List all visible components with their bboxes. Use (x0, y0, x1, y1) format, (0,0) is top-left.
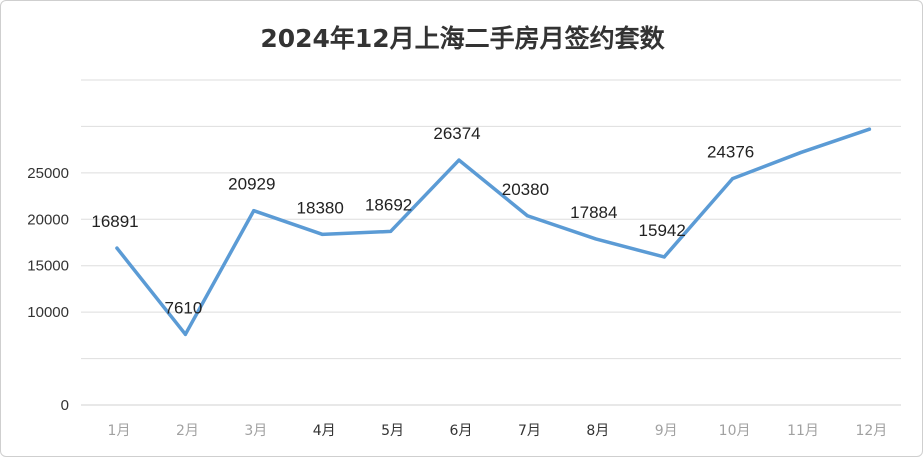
data-point (320, 232, 324, 236)
data-label: 20929 (228, 175, 275, 194)
y-tick-label: 10000 (27, 304, 69, 321)
data-label: 15942 (639, 221, 686, 240)
y-tick-label: 0 (61, 397, 69, 414)
data-point (183, 332, 187, 336)
data-point (252, 209, 256, 213)
data-label: 20380 (502, 180, 549, 199)
data-point (662, 255, 666, 259)
x-tick-label: 5月 (381, 423, 404, 439)
data-point (525, 214, 530, 218)
x-axis-ticks: 1月 2月 3月 4月 5月 6月 7月 8月 9月 10月 11月 12月 (108, 423, 888, 439)
x-tick-label: 4月 (313, 423, 336, 439)
data-label: 7610 (164, 298, 202, 317)
x-tick-label: 8月 (586, 423, 609, 439)
data-label: 18380 (297, 198, 344, 217)
data-label: 18692 (365, 195, 412, 214)
data-labels: 16891 7610 20929 18380 18692 26374 20380 17884 1… (91, 124, 754, 317)
x-tick-label: 11月 (787, 423, 819, 439)
data-label: 26374 (433, 124, 480, 143)
grid-lines (81, 79, 901, 406)
data-point (457, 158, 461, 162)
data-label: 16891 (91, 212, 138, 231)
data-point (731, 177, 735, 181)
data-label: 24376 (707, 143, 754, 162)
y-tick-label: 15000 (27, 258, 69, 275)
x-tick-label: 9月 (655, 423, 678, 439)
chart-title: 2024年12月上海二手房月签约套数 (260, 24, 665, 53)
data-point (115, 246, 119, 250)
x-tick-label: 10月 (719, 423, 751, 439)
data-point (867, 127, 872, 131)
x-tick-label: 2月 (176, 423, 199, 439)
series-line (115, 127, 872, 337)
y-tick-label: 25000 (27, 165, 69, 182)
data-label: 17884 (570, 203, 617, 222)
x-tick-label: 7月 (518, 423, 541, 439)
data-point (389, 229, 393, 234)
data-point (799, 150, 803, 155)
x-tick-label: 3月 (244, 423, 267, 439)
series-line-group (115, 127, 872, 337)
data-point (594, 237, 598, 241)
y-tick-label: 20000 (27, 211, 69, 228)
x-tick-label: 6月 (450, 423, 473, 439)
x-tick-label: 1月 (108, 423, 131, 439)
x-tick-label: 12月 (855, 423, 887, 439)
y-axis-ticks: 0 10000 15000 20000 25000 (27, 165, 69, 414)
